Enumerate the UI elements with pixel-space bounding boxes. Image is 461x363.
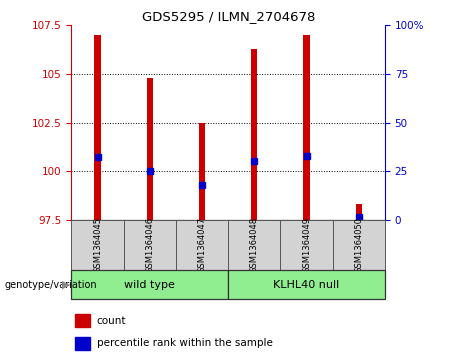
Bar xyxy=(333,220,385,270)
Bar xyxy=(280,220,333,270)
Text: KLHL40 null: KLHL40 null xyxy=(273,280,340,290)
Text: GSM1364046: GSM1364046 xyxy=(145,217,154,273)
Bar xyxy=(251,49,257,220)
Title: GDS5295 / ILMN_2704678: GDS5295 / ILMN_2704678 xyxy=(142,10,315,23)
Bar xyxy=(71,220,124,270)
Bar xyxy=(199,122,205,220)
Text: GSM1364045: GSM1364045 xyxy=(93,217,102,273)
Bar xyxy=(228,270,385,299)
Bar xyxy=(75,337,90,350)
Text: ▶: ▶ xyxy=(62,280,71,290)
Text: genotype/variation: genotype/variation xyxy=(5,280,97,290)
Bar xyxy=(176,220,228,270)
Text: GSM1364050: GSM1364050 xyxy=(355,217,363,273)
Bar xyxy=(228,220,280,270)
Bar xyxy=(303,35,310,220)
Text: GSM1364047: GSM1364047 xyxy=(198,217,207,273)
Text: count: count xyxy=(96,316,126,326)
Text: GSM1364049: GSM1364049 xyxy=(302,217,311,273)
Bar xyxy=(75,314,90,327)
Bar xyxy=(356,204,362,220)
Bar xyxy=(147,78,153,220)
Bar xyxy=(71,270,228,299)
Text: GSM1364048: GSM1364048 xyxy=(250,217,259,273)
Bar xyxy=(95,35,100,220)
Bar xyxy=(124,220,176,270)
Text: wild type: wild type xyxy=(124,280,175,290)
Text: percentile rank within the sample: percentile rank within the sample xyxy=(96,338,272,348)
